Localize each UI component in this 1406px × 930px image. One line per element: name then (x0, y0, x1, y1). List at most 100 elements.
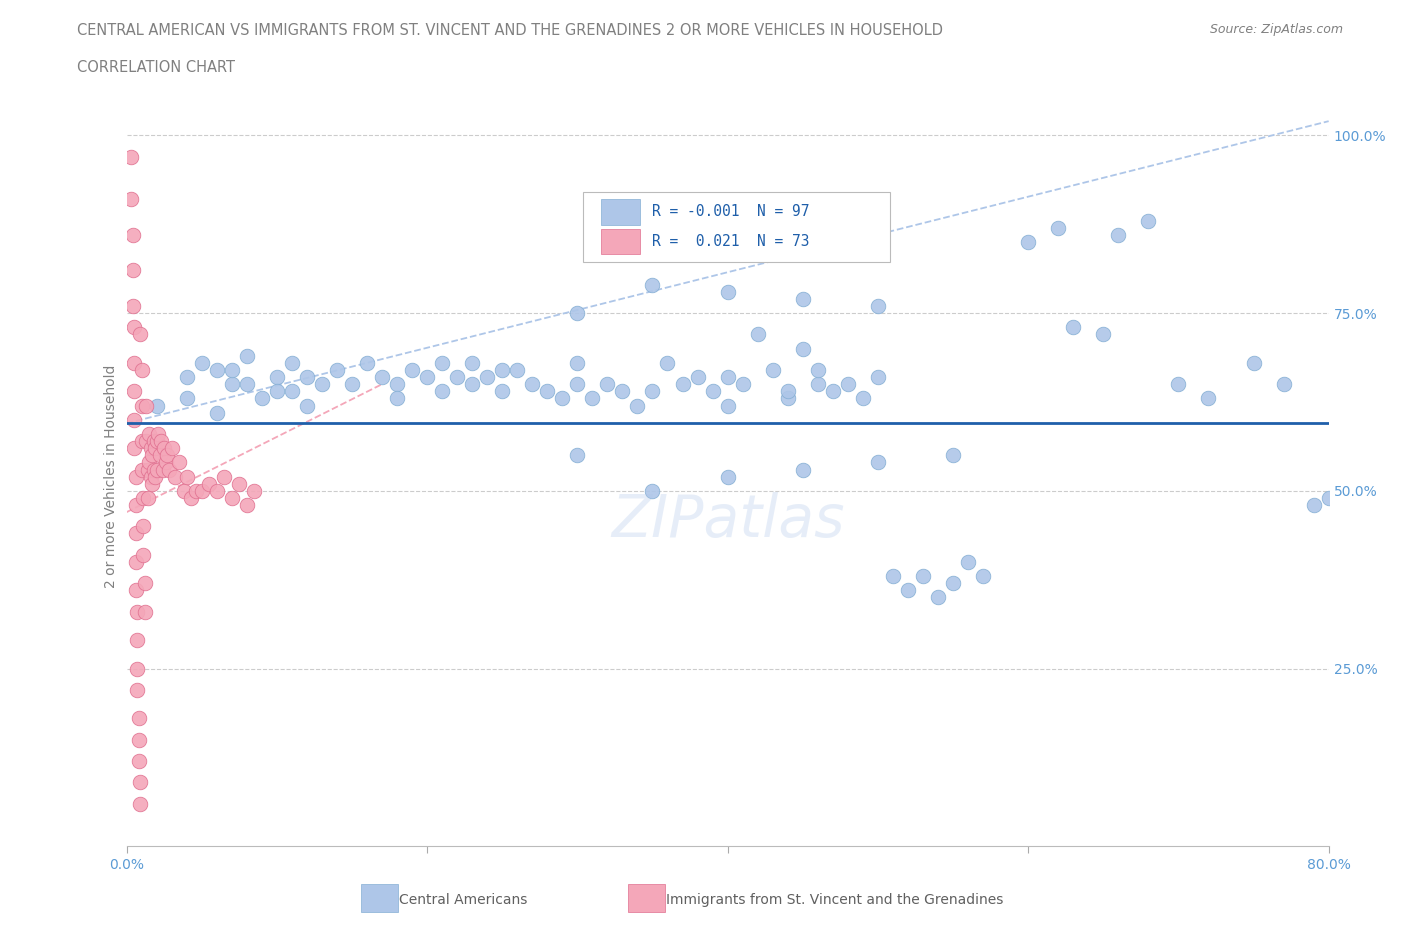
Point (136, 490, 159, 505)
Point (942, 576, 965, 591)
Point (141, 476, 163, 491)
Point (134, 604, 156, 619)
Point (972, 569, 994, 584)
Point (235, 498, 259, 512)
Point (340, 377, 363, 392)
Point (807, 377, 830, 392)
Point (311, 377, 333, 392)
FancyBboxPatch shape (602, 199, 640, 224)
Point (942, 448, 965, 463)
Point (125, 661, 148, 676)
Point (567, 377, 589, 392)
Point (866, 455, 889, 470)
Point (129, 796, 152, 811)
Point (221, 377, 243, 392)
Point (1197, 391, 1219, 405)
Point (567, 306, 589, 321)
Point (142, 433, 165, 448)
Point (228, 476, 250, 491)
Point (641, 277, 664, 292)
Point (1092, 327, 1115, 342)
Point (671, 377, 693, 392)
Point (1017, 234, 1039, 249)
Point (911, 569, 934, 584)
Point (295, 398, 318, 413)
Point (173, 484, 195, 498)
Point (131, 363, 153, 378)
Point (131, 433, 153, 448)
FancyBboxPatch shape (583, 192, 890, 262)
Point (430, 384, 453, 399)
Point (1047, 220, 1070, 235)
Point (176, 391, 198, 405)
Text: CORRELATION CHART: CORRELATION CHART (77, 60, 235, 75)
Point (295, 369, 318, 384)
Point (121, 263, 143, 278)
Point (145, 462, 167, 477)
Point (157, 462, 180, 477)
Point (927, 590, 949, 604)
Point (356, 355, 378, 370)
Point (129, 775, 152, 790)
Point (792, 291, 814, 306)
Point (163, 470, 186, 485)
Point (138, 455, 160, 470)
Point (807, 363, 830, 378)
Point (716, 369, 740, 384)
Point (243, 484, 266, 498)
Point (184, 484, 207, 498)
Point (125, 683, 148, 698)
Point (122, 384, 145, 399)
Point (1302, 498, 1324, 512)
Point (612, 384, 634, 399)
Point (190, 355, 212, 370)
Point (136, 462, 159, 477)
Point (122, 320, 145, 335)
Point (176, 369, 198, 384)
Point (143, 441, 166, 456)
Point (250, 391, 273, 405)
Point (641, 484, 664, 498)
Point (762, 363, 785, 378)
Point (122, 355, 145, 370)
Point (491, 363, 513, 378)
Point (551, 391, 574, 405)
Point (152, 462, 174, 477)
Point (121, 228, 143, 243)
Point (176, 470, 198, 485)
Point (205, 405, 228, 420)
Point (1137, 213, 1160, 228)
Text: CENTRAL AMERICAN VS IMMIGRANTS FROM ST. VINCENT AND THE GRENADINES 2 OR MORE VEH: CENTRAL AMERICAN VS IMMIGRANTS FROM ST. … (77, 23, 943, 38)
Point (596, 377, 619, 392)
Point (122, 441, 145, 456)
FancyBboxPatch shape (602, 229, 640, 254)
Point (567, 355, 589, 370)
Point (852, 391, 875, 405)
Text: R =  0.021  N = 73: R = 0.021 N = 73 (652, 234, 810, 249)
Point (792, 462, 814, 477)
Point (956, 554, 979, 569)
Point (150, 433, 173, 448)
Point (371, 369, 394, 384)
Point (702, 384, 724, 399)
Point (221, 363, 243, 378)
Point (128, 711, 150, 725)
Point (326, 363, 349, 378)
Point (866, 299, 889, 313)
Point (132, 519, 155, 534)
Point (129, 327, 152, 342)
Point (1062, 320, 1084, 335)
Point (446, 369, 468, 384)
Text: ZIPatlas: ZIPatlas (610, 493, 845, 550)
Point (776, 391, 799, 405)
Point (143, 470, 166, 485)
Point (190, 484, 212, 498)
Point (506, 363, 529, 378)
Point (567, 448, 589, 463)
Point (461, 377, 484, 392)
Point (821, 384, 844, 399)
Point (581, 391, 603, 405)
Point (124, 526, 146, 541)
Point (1243, 355, 1265, 370)
Point (120, 192, 142, 206)
